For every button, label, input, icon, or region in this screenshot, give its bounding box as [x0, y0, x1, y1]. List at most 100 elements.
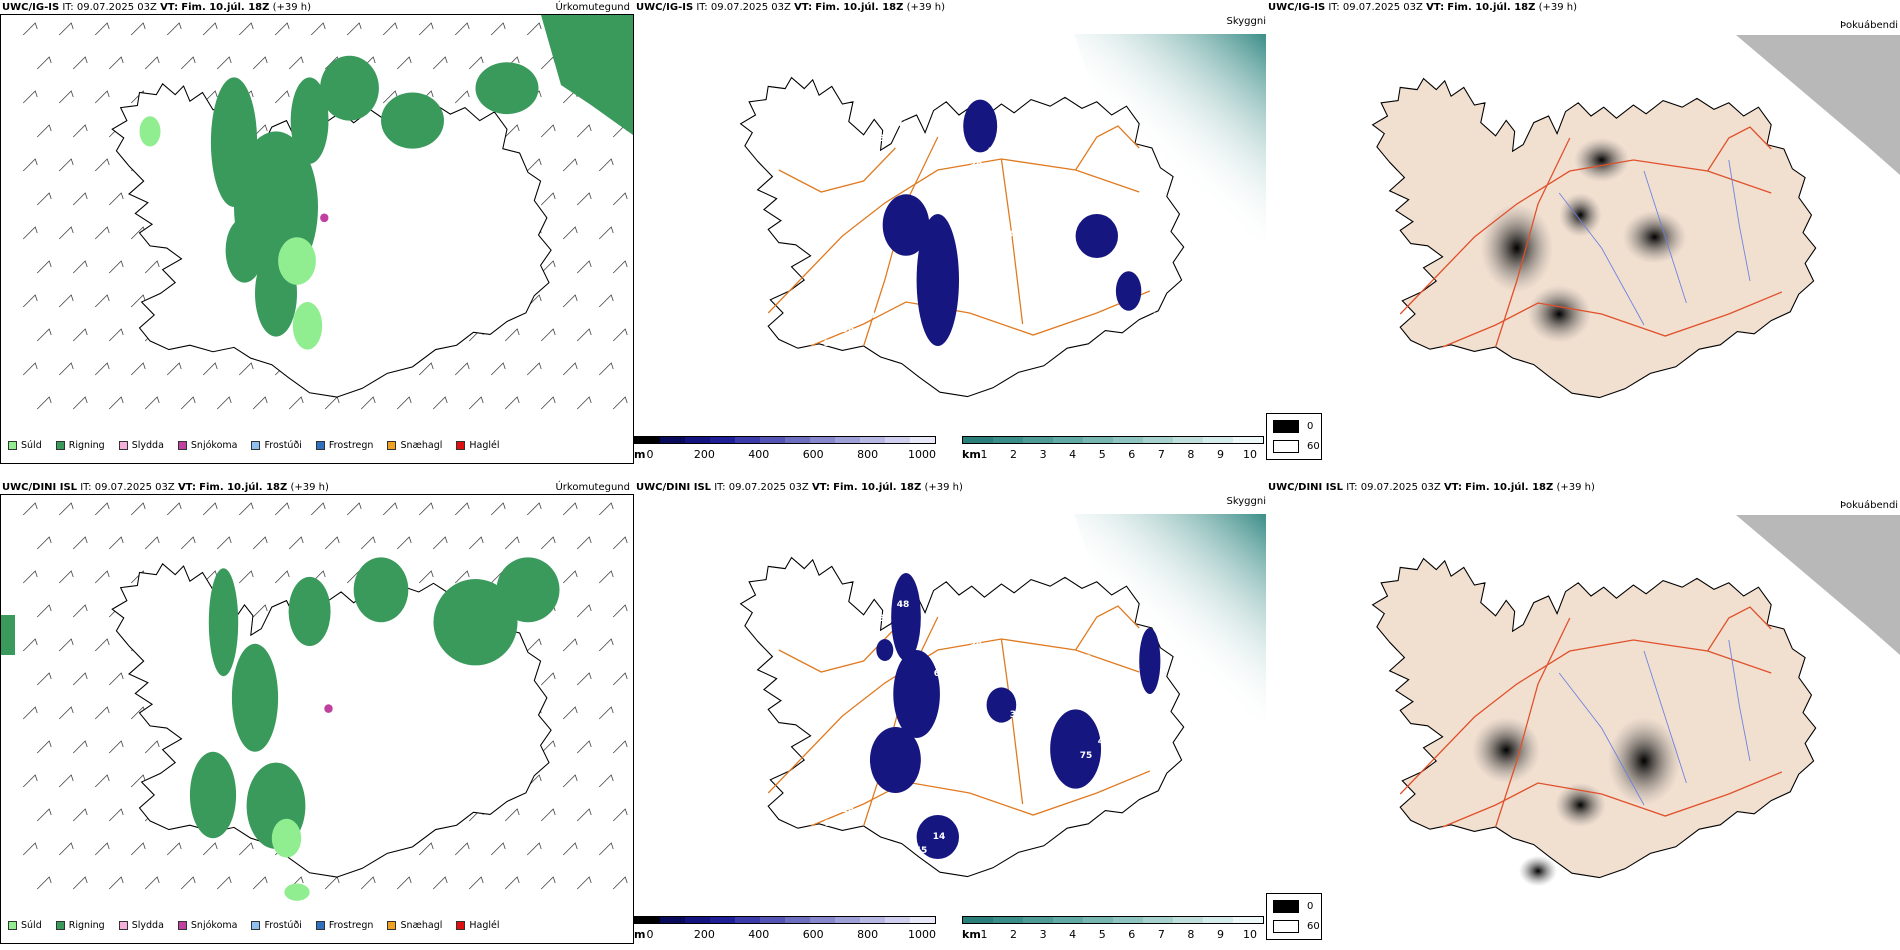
road-network [1399, 606, 1783, 828]
wind-barb [396, 56, 412, 70]
wind-barb [202, 362, 218, 376]
fog-area [1554, 783, 1606, 827]
low-cloud-area [882, 194, 930, 256]
wind-barb [526, 158, 542, 172]
wind-barb [576, 192, 592, 206]
colorbar-tick: 7 [1157, 448, 1165, 461]
colorbar-tick: 2 [1010, 928, 1018, 941]
legend-label: Frostúði [264, 440, 302, 451]
init-time: IT: 09.07.2025 03Z [714, 482, 809, 493]
wind-barb [468, 876, 484, 890]
wind-barb [22, 570, 38, 584]
wind-barb [418, 842, 434, 856]
wind-barb [598, 706, 614, 720]
wind-barb [612, 192, 628, 206]
wind-barb [562, 158, 578, 172]
wind-barb [612, 876, 628, 890]
wind-barb [562, 362, 578, 376]
fog-legend: 0 60 [1266, 413, 1322, 460]
wind-barb [202, 90, 218, 104]
wind-barb [540, 536, 556, 550]
wind-barb [612, 396, 628, 410]
wind-barb [598, 638, 614, 652]
cloud-base-label: 48 [897, 120, 910, 130]
precip-title: Úrkomutegund [555, 2, 630, 13]
legend-swatch [55, 921, 65, 930]
wind-barb [598, 774, 614, 788]
wind-barb [540, 740, 556, 754]
precip-legend: Súld Rigning Slydda Snjókoma Frostúði Frostre… [8, 920, 514, 931]
lead-time: (+39 h) [1538, 2, 1577, 13]
wind-barb [252, 124, 268, 138]
panel-header: UWC/IG-IS IT: 09.07.2025 03Z VT: Fim. 10… [2, 2, 311, 13]
legend-item: Snjókoma [177, 920, 237, 931]
wind-barb [58, 842, 74, 856]
cloud-base-label: 53 [988, 147, 1001, 157]
cloud-base-label: 96 [842, 325, 855, 335]
wind-barb [130, 502, 146, 516]
wind-barb [252, 536, 268, 550]
wind-barb [576, 260, 592, 274]
precip-frame [0, 494, 634, 944]
legend-label: Snæhagl [400, 920, 443, 931]
wind-barb [58, 502, 74, 516]
cloud-base-label: 105 [1003, 613, 1022, 623]
wind-barb [94, 22, 110, 36]
fog-legend: 0 60 [1266, 893, 1322, 940]
wind-barb [72, 192, 88, 206]
wind-barb [576, 328, 592, 342]
wind-barb [576, 604, 592, 618]
wind-barb [22, 706, 38, 720]
wind-barb [58, 362, 74, 376]
fog-field-offshore [1736, 515, 1900, 655]
iceland-coastline [739, 556, 1185, 878]
legend-swatch [8, 441, 17, 450]
legend-item: Haglél [456, 920, 500, 931]
legend-item: Rigning [55, 920, 105, 931]
wind-barb [94, 158, 110, 172]
wind-barb [22, 90, 38, 104]
rain-area [288, 576, 331, 646]
precip-map [22, 15, 633, 410]
colorbar-tick: 7 [1157, 928, 1165, 941]
river [1643, 650, 1687, 784]
colorbar-tick: 400 [748, 928, 770, 941]
road [767, 158, 1140, 314]
legend-item: Rigning [55, 440, 105, 451]
legend-swatch [387, 441, 397, 450]
low-cloud-area [869, 727, 921, 793]
legend-swatch [8, 921, 17, 930]
precip-title: Úrkomutegund [555, 482, 630, 493]
wind-barb [58, 706, 74, 720]
low-cloud-area [893, 650, 940, 738]
wind-barb [540, 396, 556, 410]
wind-barb [432, 396, 448, 410]
legend-label: Súld [21, 920, 42, 931]
colorbar-strip [634, 916, 936, 924]
wind-barb [108, 536, 124, 550]
wind-barb [36, 672, 52, 686]
colorbar-tick: 10 [1243, 448, 1257, 461]
cloud-base-label: 270 [1058, 668, 1077, 678]
model-name: UWC/DINI ISL [1268, 482, 1344, 493]
legend-swatch [387, 921, 397, 930]
cloud-base-label: 54 [806, 353, 819, 363]
wind-barb [360, 536, 376, 550]
iceland-group [739, 556, 1185, 878]
wind-barb [144, 536, 160, 550]
legend-swatch [315, 921, 325, 930]
cloud-base-label: 34 [1116, 243, 1129, 253]
fog-legend-row: 60 [1273, 440, 1320, 453]
init-time: IT: 09.07.2025 03Z [62, 2, 157, 13]
cloud-panel-row1: UWC/IG-IS IT: 09.07.2025 03Z VT: Fim. 10… [634, 0, 1266, 470]
wind-barb [418, 362, 434, 376]
road [1442, 291, 1783, 348]
wind-barb [418, 570, 434, 584]
wind-barb [22, 294, 38, 308]
wind-barb [562, 294, 578, 308]
precip-panel-row1: UWC/IG-IS IT: 09.07.2025 03Z VT: Fim. 10… [0, 0, 634, 470]
lead-time: (+39 h) [1556, 482, 1595, 493]
wind-barb [216, 56, 232, 70]
wind-barb [238, 570, 254, 584]
river [1558, 672, 1645, 806]
